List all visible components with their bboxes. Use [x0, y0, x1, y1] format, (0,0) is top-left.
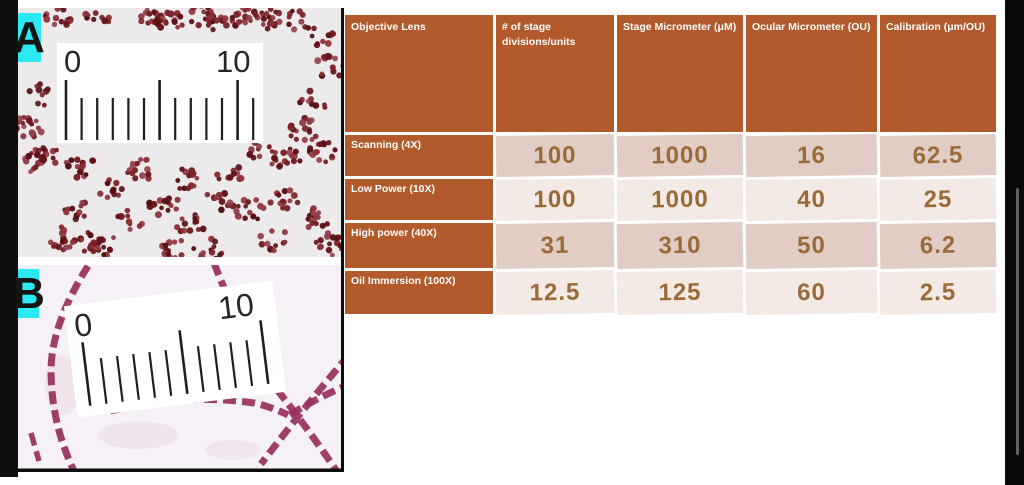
- left-letterbox-bar: [0, 0, 18, 477]
- ruler-a-tick-marks: [64, 80, 255, 140]
- micrograph-a-image: 0 10: [18, 8, 341, 257]
- column-header-stage-micrometer: Stage Micrometer (μM): [617, 15, 743, 132]
- column-header-stage-divisions: # of stage divisions/units: [496, 15, 614, 132]
- cell-low-power-calibration: 25: [879, 177, 997, 222]
- stage-micrometer-ruler-b: 0 10: [63, 280, 287, 418]
- ruler-b-zero-label: 0: [72, 306, 94, 344]
- cell-oil-immersion-stage-micrometer: 125: [616, 269, 744, 316]
- right-letterbox-bar: [1005, 0, 1024, 485]
- cell-scanning-stage-micrometer: 1000: [616, 133, 744, 178]
- row-label-oil-immersion: Oil Immersion (100X): [345, 271, 493, 314]
- calibration-table: Objective Lens # of stage divisions/unit…: [345, 15, 997, 316]
- cell-scanning-ocular-micrometer: 16: [745, 133, 878, 178]
- cell-oil-immersion-ocular-micrometer: 60: [745, 269, 878, 316]
- column-header-calibration: Calibration (μm/OU): [880, 15, 996, 132]
- row-label-low-power: Low Power (10X): [345, 179, 493, 220]
- cell-scanning-divisions: 100: [495, 133, 615, 178]
- cell-low-power-ocular-micrometer: 40: [745, 177, 878, 222]
- cocci-bacteria-clusters: [18, 8, 341, 257]
- cell-high-power-divisions: 31: [495, 221, 615, 270]
- ruler-a-zero-label: 0: [64, 44, 81, 79]
- vertical-scrollbar-thumb[interactable]: [1016, 188, 1019, 455]
- stage-micrometer-ruler-a: 0 10: [57, 43, 263, 143]
- cell-high-power-calibration: 6.2: [879, 221, 997, 270]
- cell-low-power-divisions: 100: [495, 177, 615, 222]
- ruler-b-tick-marks: [81, 320, 270, 406]
- row-label-high-power: High power (40X): [345, 223, 493, 268]
- figure-b-label-badge: B: [13, 269, 45, 318]
- cell-high-power-ocular-micrometer: 50: [745, 221, 878, 270]
- ruler-b-ten-label: 10: [216, 286, 256, 326]
- ruler-a-ten-label: 10: [216, 44, 250, 79]
- figure-a-label: A: [13, 13, 45, 62]
- micrograph-b-bottom-border: [18, 468, 341, 472]
- figure-a-label-badge: A: [13, 13, 45, 62]
- figure-b-label: B: [13, 269, 45, 318]
- cell-low-power-stage-micrometer: 1000: [616, 177, 744, 222]
- micrograph-b: 0 10: [18, 265, 341, 472]
- micrograph-a: 0 10: [18, 8, 341, 257]
- cell-high-power-stage-micrometer: 310: [616, 221, 744, 270]
- cell-oil-immersion-divisions: 12.5: [495, 269, 615, 316]
- column-header-ocular-micrometer: Ocular Micrometer (OU): [746, 15, 877, 132]
- micrograph-b-image: 0 10: [18, 265, 341, 472]
- figure-table-divider-line: [341, 8, 344, 472]
- cell-oil-immersion-calibration: 2.5: [879, 269, 997, 316]
- row-label-scanning: Scanning (4X): [345, 135, 493, 176]
- column-header-objective-lens: Objective Lens: [345, 15, 493, 132]
- cell-scanning-calibration: 62.5: [879, 133, 997, 178]
